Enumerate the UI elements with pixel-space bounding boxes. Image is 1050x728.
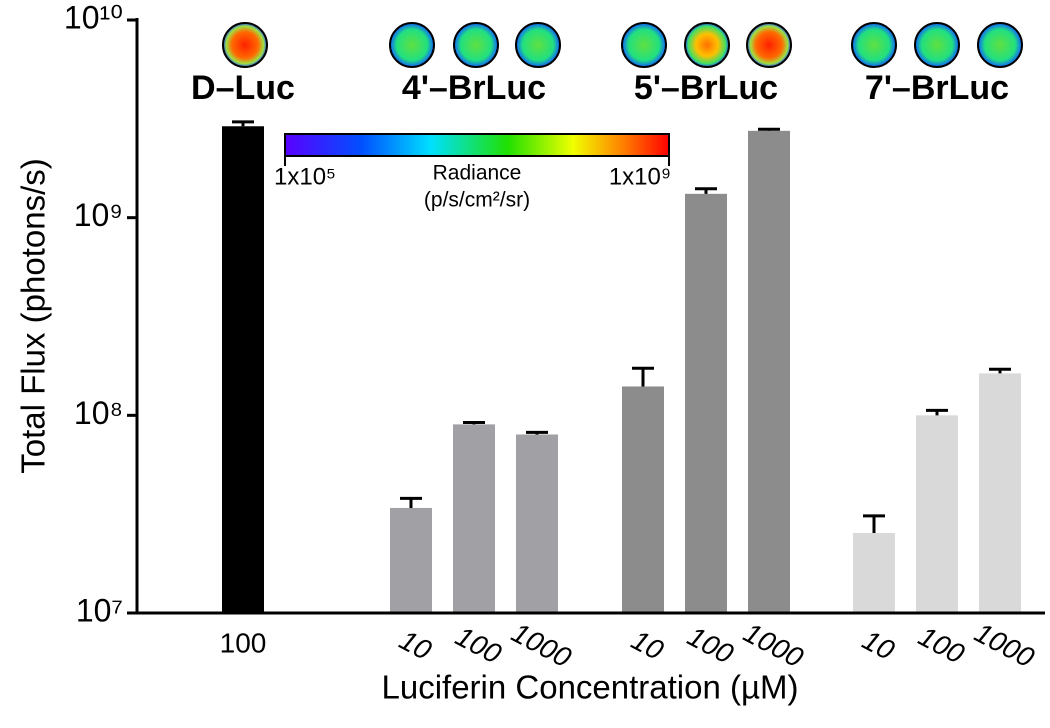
y-axis-label: Total Flux (photons/s): [15, 158, 52, 473]
bar: [516, 434, 558, 613]
y-tick-label: 10⁹: [74, 197, 123, 233]
bar: [453, 424, 495, 613]
group-label: 5'–BrLuc: [634, 69, 778, 107]
error-bar: [232, 120, 254, 127]
error-bar: [463, 420, 485, 425]
error-bar: [526, 430, 548, 435]
x-tick-label: 10: [626, 624, 668, 666]
colorbar-max: 1x10⁹: [609, 163, 671, 190]
y-tick-label: 10⁷: [76, 592, 123, 628]
y-tick-label: 10⁸: [74, 395, 123, 431]
error-bar: [863, 514, 885, 533]
error-bar: [695, 187, 717, 194]
bar: [748, 130, 790, 613]
bar: [390, 507, 432, 613]
error-bar: [989, 367, 1011, 374]
colorbar-unit: (p/s/cm²/sr): [424, 189, 530, 212]
x-tick-label: 10: [394, 624, 436, 666]
x-tick-label: 100: [683, 620, 739, 670]
colorbar-label: Radiance: [433, 162, 522, 185]
x-tick-label: 100: [914, 620, 970, 670]
x-tick-label: 10: [857, 624, 899, 666]
x-tick-label: 100: [220, 627, 267, 658]
group-label: 4'–BrLuc: [402, 69, 546, 107]
bar: [916, 415, 958, 613]
group-label: 7'–BrLuc: [865, 69, 1009, 107]
x-tick-label: 1000: [970, 617, 1040, 674]
bar: [685, 193, 727, 613]
group-label: D–Luc: [191, 69, 295, 107]
wells: [222, 22, 1023, 68]
error-bar: [632, 366, 654, 387]
colorbar: [284, 133, 670, 157]
x-tick-label: 1000: [507, 617, 577, 674]
bar: [222, 126, 264, 614]
bar: [622, 386, 664, 613]
x-tick-label: 100: [451, 620, 507, 670]
bar: [979, 373, 1021, 613]
bar: [853, 532, 895, 613]
error-bar: [400, 496, 422, 508]
colorbar-min: 1x10⁵: [274, 163, 336, 190]
error-bar: [926, 408, 948, 416]
x-axis-label: Luciferin Concentration (µM): [381, 669, 798, 706]
y-tick-label: 10¹⁰: [64, 0, 123, 35]
x-tick-label: 1000: [739, 617, 809, 674]
error-bar: [758, 127, 780, 131]
